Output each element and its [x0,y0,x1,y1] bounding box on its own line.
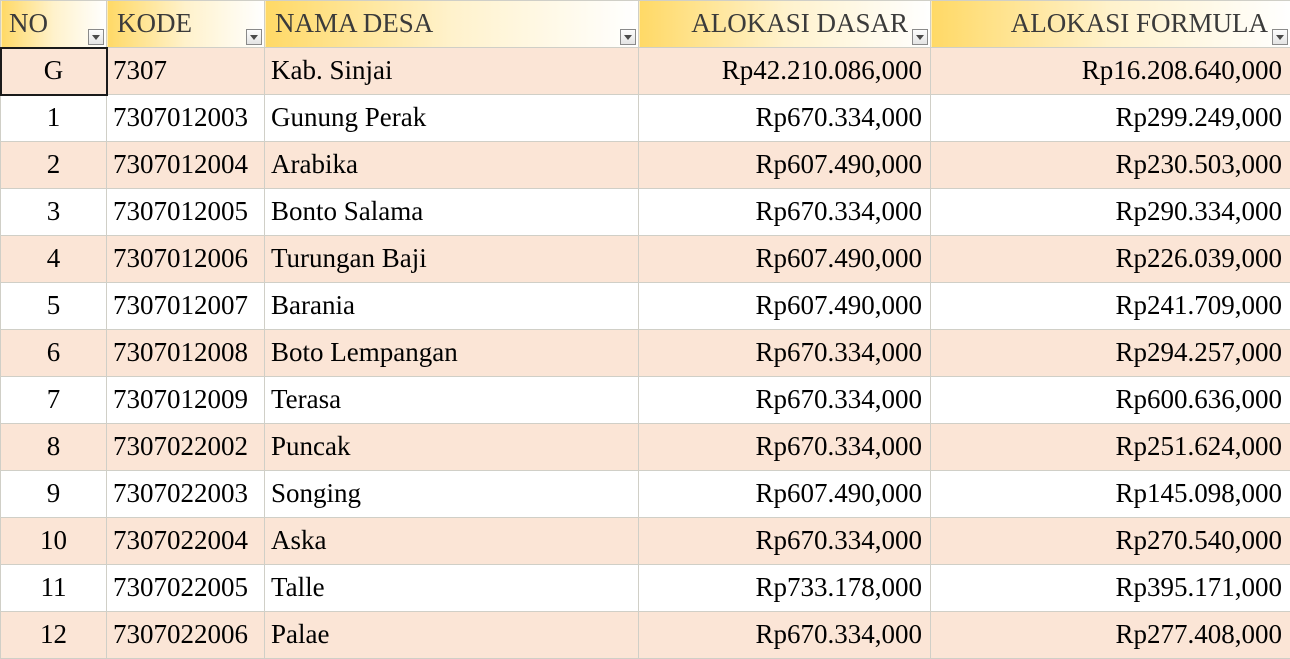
cell-formula[interactable]: Rp145.098,000 [931,471,1290,518]
cell-kode[interactable]: 7307012006 [107,236,265,283]
header-kode-label: KODE [113,9,192,39]
cell-dasar[interactable]: Rp670.334,000 [639,189,931,236]
table-row[interactable]: 107307022004AskaRp670.334,000Rp270.540,0… [1,518,1290,565]
cell-formula[interactable]: Rp230.503,000 [931,142,1290,189]
cell-nama[interactable]: Talle [265,565,639,612]
cell-nama[interactable]: Puncak [265,424,639,471]
cell-dasar[interactable]: Rp607.490,000 [639,283,931,330]
table-body: G7307Kab. SinjaiRp42.210.086,000Rp16.208… [1,48,1290,659]
cell-no[interactable]: 6 [1,330,107,377]
cell-kode[interactable]: 7307012007 [107,283,265,330]
cell-kode[interactable]: 7307022006 [107,612,265,659]
table-row[interactable]: 47307012006Turungan BajiRp607.490,000Rp2… [1,236,1290,283]
cell-nama[interactable]: Gunung Perak [265,95,639,142]
cell-kode[interactable]: 7307012005 [107,189,265,236]
cell-no[interactable]: 12 [1,612,107,659]
header-dasar-label: ALOKASI DASAR [645,9,924,39]
cell-dasar[interactable]: Rp670.334,000 [639,612,931,659]
cell-no[interactable]: 4 [1,236,107,283]
table-row[interactable]: 67307012008Boto LempanganRp670.334,000Rp… [1,330,1290,377]
cell-nama[interactable]: Turungan Baji [265,236,639,283]
cell-no[interactable]: 5 [1,283,107,330]
cell-no[interactable]: 2 [1,142,107,189]
filter-dropdown-icon[interactable] [620,29,636,45]
cell-nama[interactable]: Terasa [265,377,639,424]
cell-no[interactable]: 3 [1,189,107,236]
cell-no[interactable]: 8 [1,424,107,471]
cell-nama[interactable]: Kab. Sinjai [265,48,639,95]
table-row[interactable]: 77307012009TerasaRp670.334,000Rp600.636,… [1,377,1290,424]
cell-formula[interactable]: Rp277.408,000 [931,612,1290,659]
header-kode[interactable]: KODE [107,1,265,48]
cell-formula[interactable]: Rp16.208.640,000 [931,48,1290,95]
cell-kode[interactable]: 7307022002 [107,424,265,471]
cell-nama[interactable]: Barania [265,283,639,330]
cell-nama[interactable]: Arabika [265,142,639,189]
cell-kode[interactable]: 7307022005 [107,565,265,612]
cell-no[interactable]: G [1,48,107,95]
cell-kode[interactable]: 7307012009 [107,377,265,424]
table-row[interactable]: 117307022005TalleRp733.178,000Rp395.171,… [1,565,1290,612]
cell-formula[interactable]: Rp294.257,000 [931,330,1290,377]
header-formula[interactable]: ALOKASI FORMULA [931,1,1290,48]
table-row[interactable]: G7307Kab. SinjaiRp42.210.086,000Rp16.208… [1,48,1290,95]
cell-formula[interactable]: Rp290.334,000 [931,189,1290,236]
cell-kode[interactable]: 7307012008 [107,330,265,377]
table-row[interactable]: 27307012004ArabikaRp607.490,000Rp230.503… [1,142,1290,189]
filter-dropdown-icon[interactable] [88,29,104,45]
cell-dasar[interactable]: Rp670.334,000 [639,518,931,565]
cell-dasar[interactable]: Rp670.334,000 [639,95,931,142]
cell-formula[interactable]: Rp251.624,000 [931,424,1290,471]
cell-kode[interactable]: 7307012003 [107,95,265,142]
cell-dasar[interactable]: Rp733.178,000 [639,565,931,612]
cell-formula[interactable]: Rp395.171,000 [931,565,1290,612]
cell-no[interactable]: 11 [1,565,107,612]
table-row[interactable]: 17307012003Gunung PerakRp670.334,000Rp29… [1,95,1290,142]
header-dasar[interactable]: ALOKASI DASAR [639,1,931,48]
header-no-label: NO [7,9,48,39]
cell-no[interactable]: 1 [1,95,107,142]
cell-dasar[interactable]: Rp670.334,000 [639,377,931,424]
cell-nama[interactable]: Songing [265,471,639,518]
cell-formula[interactable]: Rp299.249,000 [931,95,1290,142]
table-row[interactable]: 97307022003SongingRp607.490,000Rp145.098… [1,471,1290,518]
table-row[interactable]: 37307012005Bonto SalamaRp670.334,000Rp29… [1,189,1290,236]
header-formula-label: ALOKASI FORMULA [937,9,1284,39]
header-no[interactable]: NO [1,1,107,48]
cell-kode[interactable]: 7307 [107,48,265,95]
cell-formula[interactable]: Rp241.709,000 [931,283,1290,330]
header-nama[interactable]: NAMA DESA [265,1,639,48]
filter-dropdown-icon[interactable] [1272,29,1288,45]
cell-formula[interactable]: Rp600.636,000 [931,377,1290,424]
cell-dasar[interactable]: Rp670.334,000 [639,330,931,377]
header-nama-label: NAMA DESA [271,9,433,39]
cell-dasar[interactable]: Rp607.490,000 [639,471,931,518]
cell-formula[interactable]: Rp226.039,000 [931,236,1290,283]
cell-no[interactable]: 7 [1,377,107,424]
cell-dasar[interactable]: Rp607.490,000 [639,142,931,189]
cell-kode[interactable]: 7307022003 [107,471,265,518]
filter-dropdown-icon[interactable] [912,29,928,45]
cell-nama[interactable]: Aska [265,518,639,565]
data-table: NO KODE NAMA DESA ALOKASI DASAR ALOKASI … [0,0,1290,659]
cell-nama[interactable]: Palae [265,612,639,659]
table-row[interactable]: 57307012007BaraniaRp607.490,000Rp241.709… [1,283,1290,330]
cell-nama[interactable]: Bonto Salama [265,189,639,236]
header-row: NO KODE NAMA DESA ALOKASI DASAR ALOKASI … [1,1,1290,48]
filter-dropdown-icon[interactable] [246,29,262,45]
cell-dasar[interactable]: Rp42.210.086,000 [639,48,931,95]
cell-dasar[interactable]: Rp670.334,000 [639,424,931,471]
cell-nama[interactable]: Boto Lempangan [265,330,639,377]
cell-no[interactable]: 10 [1,518,107,565]
table-row[interactable]: 87307022002PuncakRp670.334,000Rp251.624,… [1,424,1290,471]
cell-kode[interactable]: 7307012004 [107,142,265,189]
cell-formula[interactable]: Rp270.540,000 [931,518,1290,565]
cell-kode[interactable]: 7307022004 [107,518,265,565]
cell-no[interactable]: 9 [1,471,107,518]
table-row[interactable]: 127307022006PalaeRp670.334,000Rp277.408,… [1,612,1290,659]
cell-dasar[interactable]: Rp607.490,000 [639,236,931,283]
